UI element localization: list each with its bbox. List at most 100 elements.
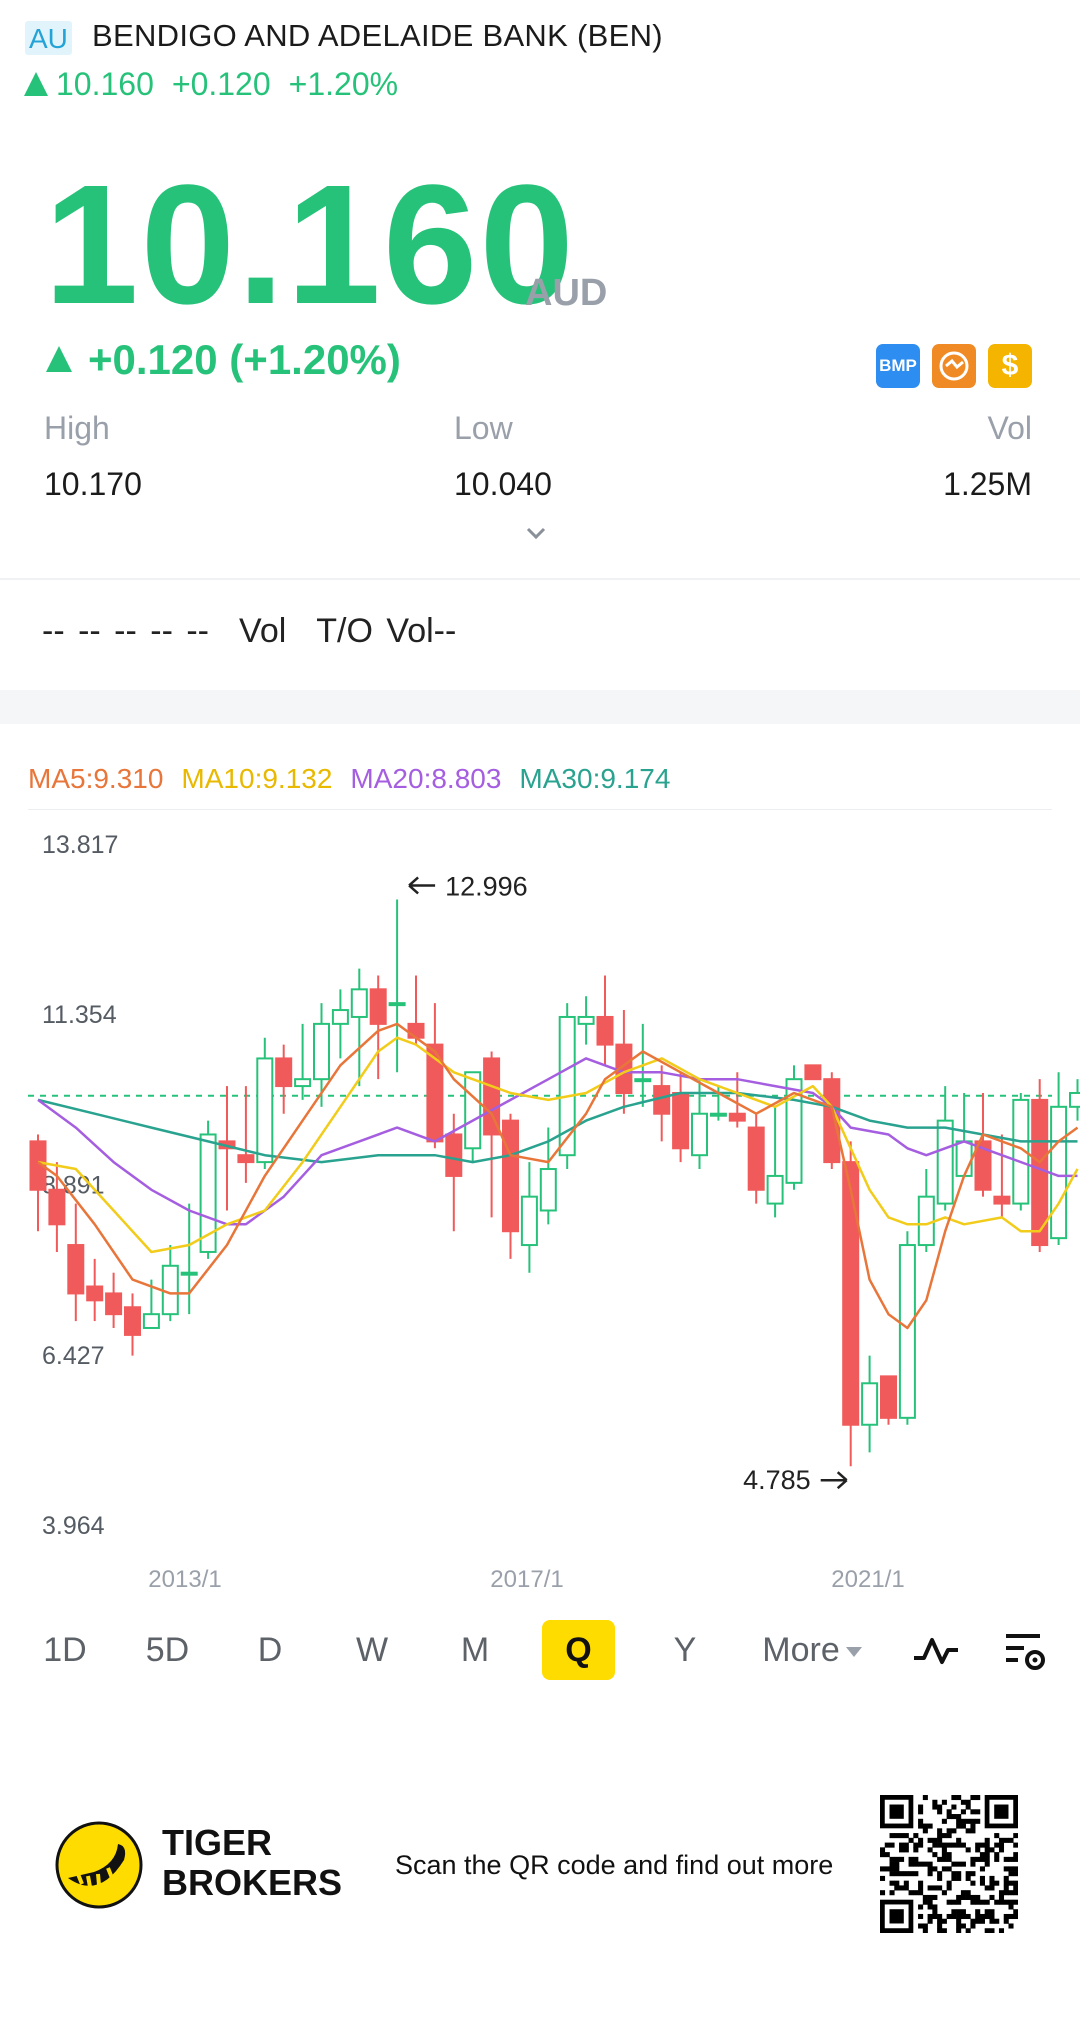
candle-down bbox=[483, 1057, 501, 1136]
qr-module bbox=[946, 1913, 952, 1920]
candle-down bbox=[86, 1285, 104, 1302]
period-y[interactable]: Y bbox=[673, 1631, 697, 1669]
qr-module bbox=[884, 1842, 890, 1848]
qr-module bbox=[889, 1842, 895, 1848]
qr-module bbox=[979, 1856, 985, 1862]
qr-module bbox=[960, 1818, 966, 1824]
qr-module bbox=[946, 1885, 952, 1891]
qr-module bbox=[941, 1818, 947, 1824]
qr-module bbox=[937, 1871, 943, 1877]
qr-module bbox=[998, 1842, 1005, 1848]
qr-module bbox=[960, 1861, 966, 1867]
qr-module bbox=[965, 1871, 971, 1877]
qr-module bbox=[951, 1795, 957, 1801]
qr-module bbox=[922, 1899, 928, 1905]
qr-module bbox=[998, 1899, 1005, 1905]
qr-module bbox=[946, 1842, 952, 1848]
bmp-badge[interactable]: BMP bbox=[876, 344, 920, 388]
qr-code[interactable] bbox=[880, 1795, 1018, 1933]
qr-module bbox=[922, 1928, 928, 1933]
candle-up bbox=[180, 1271, 198, 1276]
candle-up bbox=[464, 1071, 482, 1150]
qr-module bbox=[1003, 1918, 1009, 1924]
max-price-label: 12.996 bbox=[445, 871, 528, 901]
qr-module bbox=[979, 1875, 985, 1881]
candle-down bbox=[728, 1112, 746, 1122]
qr-module bbox=[941, 1842, 947, 1848]
qr-module bbox=[975, 1918, 981, 1924]
qr-module bbox=[1003, 1837, 1009, 1843]
period-1d[interactable]: 1D bbox=[43, 1631, 87, 1669]
qr-module bbox=[989, 1909, 995, 1915]
volume-ticker: -- -- -- -- -- Vol T/O Vol-- bbox=[42, 612, 456, 651]
qr-module bbox=[889, 1861, 895, 1867]
qr-module bbox=[1013, 1871, 1018, 1877]
qr-module bbox=[903, 1847, 909, 1853]
dollar-icon[interactable]: $ bbox=[988, 344, 1032, 388]
period-w[interactable]: W bbox=[355, 1631, 389, 1669]
period-more-label: More bbox=[762, 1631, 840, 1669]
qr-module bbox=[927, 1894, 933, 1900]
qr-module bbox=[979, 1852, 985, 1858]
qr-module bbox=[956, 1861, 962, 1867]
exchange-icon[interactable] bbox=[932, 344, 976, 388]
qr-module bbox=[970, 1818, 976, 1824]
qr-module bbox=[979, 1899, 985, 1905]
qr-module bbox=[994, 1852, 1000, 1858]
qr-module bbox=[956, 1923, 962, 1929]
qr-module bbox=[932, 1852, 938, 1858]
indicator-icon[interactable] bbox=[910, 1628, 962, 1672]
qr-module bbox=[918, 1837, 924, 1843]
qr-module bbox=[903, 1871, 909, 1877]
qr-module bbox=[932, 1904, 938, 1910]
qr-module bbox=[941, 1847, 947, 1853]
qr-module bbox=[884, 1852, 890, 1858]
qr-module bbox=[889, 1871, 895, 1877]
qr-module bbox=[1013, 1856, 1018, 1862]
qr-module bbox=[880, 1866, 886, 1872]
qr-module bbox=[956, 1842, 962, 1848]
qr-module bbox=[998, 1894, 1005, 1900]
candle-down bbox=[369, 988, 387, 1025]
qr-module bbox=[965, 1894, 971, 1900]
candle-up bbox=[709, 1112, 727, 1117]
qr-module bbox=[970, 1880, 976, 1886]
qr-module bbox=[922, 1923, 928, 1929]
candle-up bbox=[577, 1015, 595, 1025]
period-5d[interactable]: 5D bbox=[145, 1631, 190, 1669]
qr-module bbox=[951, 1871, 957, 1877]
candle-up bbox=[161, 1264, 179, 1316]
qr-module bbox=[989, 1913, 995, 1920]
period-more[interactable]: More bbox=[752, 1620, 872, 1680]
qr-module bbox=[941, 1928, 947, 1933]
qr-module bbox=[975, 1899, 981, 1905]
chart-settings-icon[interactable] bbox=[1000, 1628, 1050, 1674]
qr-module bbox=[937, 1842, 943, 1848]
qr-module bbox=[894, 1880, 900, 1886]
qr-module bbox=[975, 1909, 981, 1915]
qr-module bbox=[970, 1918, 976, 1924]
candle-down bbox=[502, 1119, 519, 1233]
y-tick-label: 11.354 bbox=[42, 1001, 117, 1029]
qr-module bbox=[998, 1928, 1005, 1933]
qr-module bbox=[918, 1890, 924, 1896]
ma10-label: MA10:9.132 bbox=[181, 763, 333, 794]
qr-module bbox=[998, 1890, 1005, 1896]
period-m[interactable]: M bbox=[460, 1631, 490, 1669]
section-separator bbox=[0, 690, 1080, 724]
qr-module bbox=[946, 1880, 952, 1886]
qr-module bbox=[956, 1894, 962, 1900]
chevron-down-icon[interactable] bbox=[525, 522, 547, 544]
period-q[interactable]: Q bbox=[542, 1620, 615, 1680]
period-d[interactable]: D bbox=[257, 1631, 283, 1669]
qr-module bbox=[956, 1918, 962, 1924]
candle-up bbox=[861, 1382, 879, 1426]
x-tick-label: 2017/1 bbox=[490, 1566, 563, 1593]
qr-module bbox=[970, 1828, 976, 1834]
candle-up bbox=[691, 1112, 708, 1157]
qr-module bbox=[989, 1928, 995, 1933]
qr-module bbox=[1008, 1913, 1014, 1920]
qr-module bbox=[979, 1913, 985, 1920]
qr-module bbox=[937, 1804, 943, 1810]
